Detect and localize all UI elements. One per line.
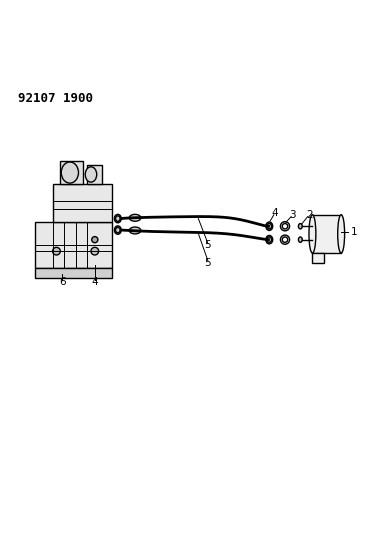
Circle shape xyxy=(280,235,289,244)
Text: 3: 3 xyxy=(289,209,296,220)
Text: 4: 4 xyxy=(272,208,279,218)
Ellipse shape xyxy=(116,216,120,221)
Bar xyxy=(35,222,112,269)
Text: 5: 5 xyxy=(205,257,211,268)
Ellipse shape xyxy=(267,237,272,243)
Ellipse shape xyxy=(116,228,120,233)
Text: 1: 1 xyxy=(350,227,357,237)
Circle shape xyxy=(280,222,289,231)
Circle shape xyxy=(282,223,288,229)
Bar xyxy=(35,269,112,278)
Circle shape xyxy=(53,247,60,255)
Circle shape xyxy=(92,237,98,243)
Circle shape xyxy=(91,247,99,255)
Bar xyxy=(312,253,324,263)
Text: 92107 1900: 92107 1900 xyxy=(18,92,93,105)
Ellipse shape xyxy=(114,226,121,235)
Bar xyxy=(312,215,341,253)
Bar xyxy=(53,184,112,222)
Ellipse shape xyxy=(298,223,302,229)
Bar xyxy=(87,165,102,184)
Circle shape xyxy=(282,237,288,243)
Ellipse shape xyxy=(298,237,302,243)
Ellipse shape xyxy=(114,214,121,223)
Ellipse shape xyxy=(266,222,273,230)
Text: 4: 4 xyxy=(91,277,98,287)
Ellipse shape xyxy=(309,215,316,253)
Text: 2: 2 xyxy=(306,209,313,220)
Ellipse shape xyxy=(85,167,97,182)
Text: 6: 6 xyxy=(59,277,65,287)
Ellipse shape xyxy=(266,236,273,244)
Ellipse shape xyxy=(129,214,141,221)
Text: 5: 5 xyxy=(205,240,211,251)
Ellipse shape xyxy=(338,215,345,253)
Ellipse shape xyxy=(129,227,141,234)
Bar xyxy=(60,161,83,184)
Ellipse shape xyxy=(267,223,272,229)
Ellipse shape xyxy=(61,162,79,183)
